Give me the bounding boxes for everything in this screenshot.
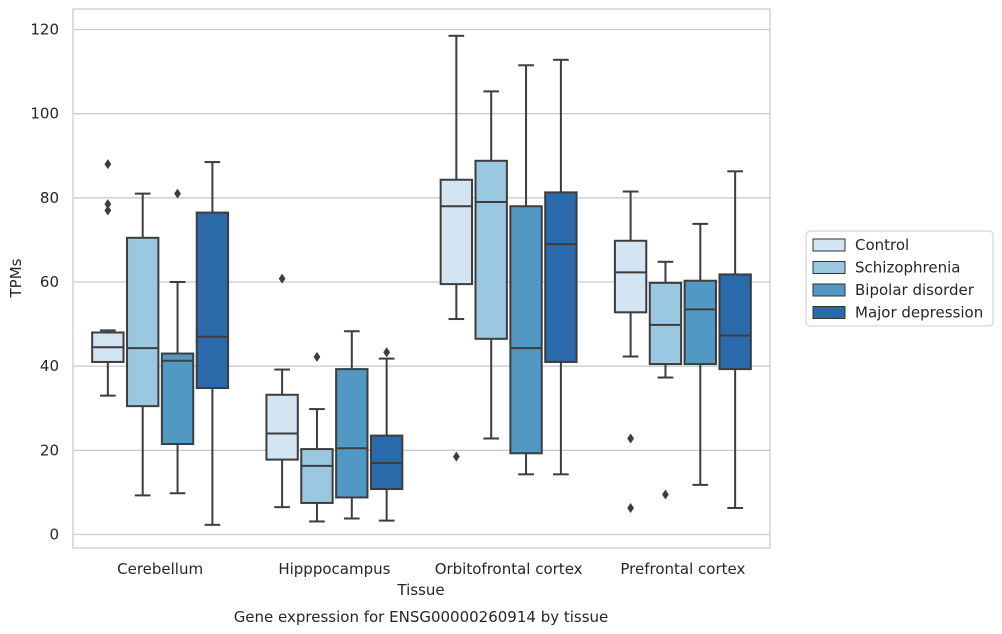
outlier-marker [662, 489, 669, 500]
box-1-2 [474, 90, 508, 440]
outlier-marker [627, 433, 634, 444]
outlier-marker [627, 502, 634, 513]
legend-frame [805, 230, 994, 327]
box-3-0 [195, 161, 230, 526]
outlier-marker [452, 451, 460, 462]
y-tick-label-80: 80 [40, 189, 59, 207]
legend-swatch-0 [812, 238, 846, 252]
box-1-1 [300, 351, 334, 523]
x-tick-label-0: Cerebellum [117, 560, 203, 578]
legend-label-2: Bipolar disorder [855, 281, 975, 299]
box-body [718, 273, 752, 371]
outlier-marker [313, 351, 321, 362]
y-tick-label-120: 120 [30, 21, 59, 39]
y-tick-label-20: 20 [40, 441, 59, 459]
box-body [300, 448, 334, 504]
y-tick-label-100: 100 [30, 105, 59, 123]
box-3-1 [369, 347, 404, 522]
plot-frame [72, 8, 771, 549]
y-tick-label-40: 40 [40, 357, 59, 375]
box-0-1 [265, 273, 299, 509]
outlier-marker [383, 347, 391, 358]
legend-label-0: Control [855, 236, 909, 254]
outlier-marker [174, 188, 181, 199]
y-tick-label-0: 0 [49, 526, 59, 544]
x-tick-label-2: Orbitofrontal cortex [435, 560, 583, 578]
box-3-3 [718, 170, 752, 509]
box-body [195, 211, 230, 390]
outlier-marker [278, 273, 286, 284]
box-body [544, 191, 578, 363]
legend: Control Schizophrenia Bipolar disorder Majo… [805, 230, 994, 327]
x-tick-label-3: Prefrontal cortex [620, 560, 745, 578]
box-1-3 [648, 260, 683, 500]
box-0-0 [91, 159, 125, 397]
box-body [439, 178, 474, 286]
legend-label-1: Schizophrenia [855, 259, 960, 277]
outlier-marker [104, 159, 112, 170]
figure-caption: Gene expression for ENSG00000260914 by t… [234, 608, 609, 626]
box-1-0 [126, 192, 160, 497]
box-2-3 [683, 222, 717, 486]
y-axis-label: TPMs [7, 258, 25, 298]
legend-swatch-2 [812, 283, 846, 297]
box-body [683, 279, 717, 366]
box-0-3 [613, 190, 648, 513]
box-0-2 [439, 34, 474, 462]
box-3-2 [544, 58, 578, 476]
y-tick-label-60: 60 [40, 273, 59, 291]
y-tick-labels: 0 20 40 60 80 100 120 [30, 21, 59, 544]
box-2-2 [509, 64, 543, 476]
legend-swatch-3 [812, 306, 846, 319]
x-axis-label: Tissue [396, 581, 444, 599]
legend-label-3: Major depression [855, 304, 983, 322]
box-body [160, 352, 195, 446]
box-body [265, 393, 299, 461]
x-tick-label-1: Hipppocampus [278, 560, 390, 578]
box-2-1 [335, 330, 369, 520]
legend-swatch-1 [812, 261, 846, 274]
box-body [648, 281, 683, 366]
outlier-marker [104, 205, 112, 216]
boxes [91, 34, 752, 526]
box-body [126, 236, 160, 408]
x-tick-labels: Cerebellum Hipppocampus Orbitofrontal cort… [117, 560, 745, 578]
box-body [509, 205, 543, 455]
box-2-0 [160, 188, 195, 495]
box-body [335, 368, 369, 499]
box-body [613, 239, 648, 314]
box-body [474, 159, 508, 340]
outlier-marker [104, 199, 112, 210]
